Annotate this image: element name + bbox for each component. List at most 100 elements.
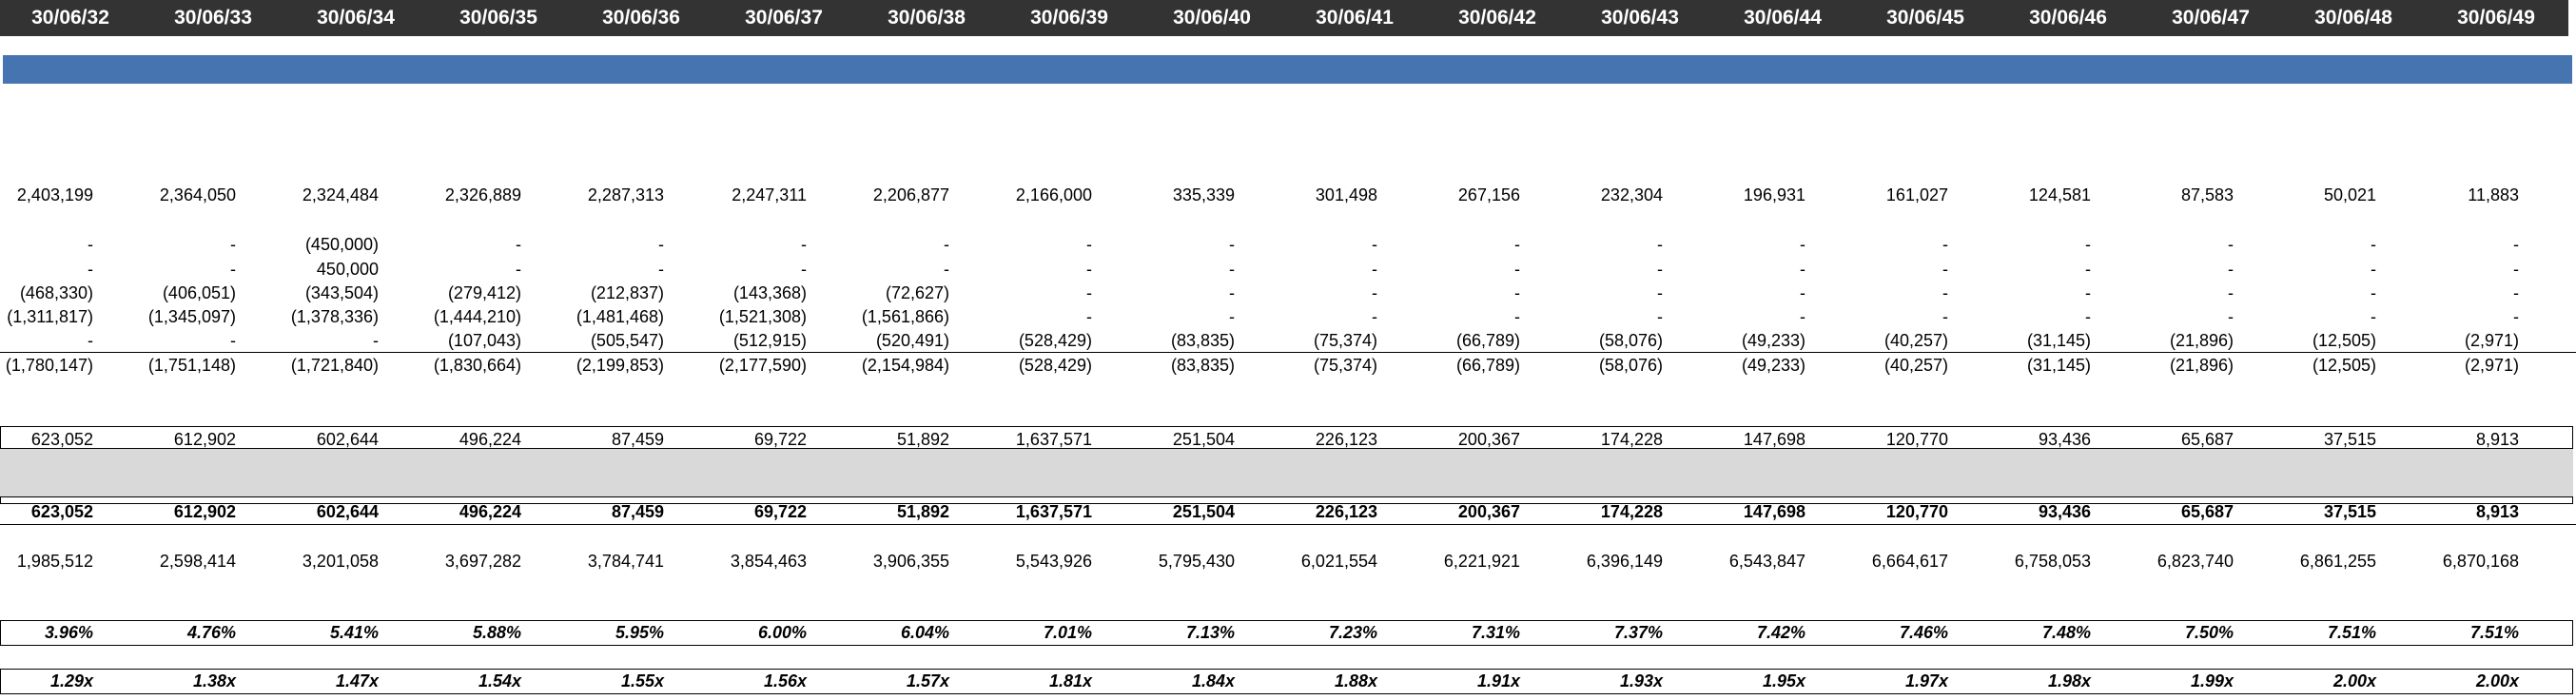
date-header-cell[interactable]: 30/06/49 bbox=[2457, 7, 2535, 29]
cell-subtotal[interactable]: 120,770 bbox=[1885, 430, 1948, 449]
cell-cumulative[interactable]: 6,870,168 bbox=[2442, 552, 2519, 571]
cell-percent[interactable]: 7.48% bbox=[2041, 623, 2091, 642]
cell-adjust-5[interactable]: (75,374) bbox=[1313, 331, 1377, 350]
cell-cumulative[interactable]: 5,543,926 bbox=[1015, 552, 1092, 571]
cell-adjust-3[interactable]: (212,837) bbox=[590, 283, 664, 302]
cell-adjust-1[interactable]: - bbox=[1514, 235, 1520, 254]
cell-cumulative[interactable]: 6,823,740 bbox=[2156, 552, 2234, 571]
cell-adjust-total[interactable]: (2,199,853) bbox=[576, 356, 664, 375]
cell-adjust-1[interactable]: (450,000) bbox=[304, 235, 379, 254]
cell-multiple[interactable]: 1.88x bbox=[1334, 671, 1377, 690]
cell-multiple[interactable]: 1.98x bbox=[2047, 671, 2091, 690]
cell-adjust-3[interactable]: - bbox=[1086, 283, 1092, 302]
cell-adjust-3[interactable]: - bbox=[1942, 283, 1948, 302]
cell-opening-balance[interactable]: 2,364,050 bbox=[159, 185, 236, 204]
cell-adjust-1[interactable]: - bbox=[230, 235, 236, 254]
cell-multiple[interactable]: 1.54x bbox=[478, 671, 521, 690]
cell-percent[interactable]: 5.41% bbox=[329, 623, 379, 642]
cell-opening-balance[interactable]: 232,304 bbox=[1600, 185, 1663, 204]
date-header-cell[interactable]: 30/06/34 bbox=[317, 7, 395, 29]
cell-subtotal[interactable]: 51,892 bbox=[896, 430, 949, 449]
cell-adjust-total[interactable]: (1,751,148) bbox=[147, 356, 236, 375]
cell-adjust-1[interactable]: - bbox=[2228, 235, 2234, 254]
cell-adjust-5[interactable]: (520,491) bbox=[875, 331, 949, 350]
cell-adjust-2[interactable]: - bbox=[658, 260, 664, 279]
cell-adjust-3[interactable]: - bbox=[2228, 283, 2234, 302]
cell-adjust-2[interactable]: - bbox=[1657, 260, 1663, 279]
cell-total[interactable]: 8,913 bbox=[2475, 502, 2519, 521]
cell-total[interactable]: 65,687 bbox=[2180, 502, 2234, 521]
cell-adjust-4[interactable]: - bbox=[1800, 307, 1805, 326]
cell-adjust-3[interactable]: (343,504) bbox=[304, 283, 379, 302]
cell-percent[interactable]: 7.37% bbox=[1613, 623, 1663, 642]
cell-opening-balance[interactable]: 2,287,313 bbox=[587, 185, 664, 204]
cell-adjust-2[interactable]: - bbox=[1372, 260, 1377, 279]
cell-opening-balance[interactable]: 161,027 bbox=[1885, 185, 1948, 204]
cell-percent[interactable]: 7.46% bbox=[1899, 623, 1948, 642]
cell-total[interactable]: 120,770 bbox=[1885, 502, 1948, 521]
cell-percent[interactable]: 7.50% bbox=[2184, 623, 2234, 642]
cell-opening-balance[interactable]: 2,326,889 bbox=[444, 185, 521, 204]
cell-adjust-total[interactable]: (2,177,590) bbox=[718, 356, 807, 375]
cell-adjust-4[interactable]: - bbox=[2228, 307, 2234, 326]
cell-adjust-4[interactable]: - bbox=[2513, 307, 2519, 326]
cell-subtotal[interactable]: 623,052 bbox=[30, 430, 93, 449]
date-header-cell[interactable]: 30/06/44 bbox=[1744, 7, 1822, 29]
cell-opening-balance[interactable]: 301,498 bbox=[1315, 185, 1377, 204]
cell-adjust-total[interactable]: (66,789) bbox=[1455, 356, 1520, 375]
cell-adjust-5[interactable]: - bbox=[373, 331, 379, 350]
cell-percent[interactable]: 7.51% bbox=[2327, 623, 2376, 642]
cell-adjust-4[interactable]: (1,481,468) bbox=[576, 307, 664, 326]
cell-adjust-2[interactable]: - bbox=[2228, 260, 2234, 279]
cell-adjust-1[interactable]: - bbox=[1086, 235, 1092, 254]
cell-adjust-3[interactable]: - bbox=[1372, 283, 1377, 302]
cell-percent[interactable]: 5.88% bbox=[472, 623, 521, 642]
cell-cumulative[interactable]: 3,854,463 bbox=[730, 552, 807, 571]
cell-subtotal[interactable]: 8,913 bbox=[2475, 430, 2519, 449]
cell-adjust-2[interactable]: - bbox=[944, 260, 949, 279]
cell-multiple[interactable]: 1.95x bbox=[1762, 671, 1805, 690]
cell-opening-balance[interactable]: 196,931 bbox=[1743, 185, 1805, 204]
cell-adjust-total[interactable]: (12,505) bbox=[2312, 356, 2376, 375]
cell-adjust-total[interactable]: (40,257) bbox=[1883, 356, 1948, 375]
date-header-cell[interactable]: 30/06/40 bbox=[1173, 7, 1251, 29]
date-header-cell[interactable]: 30/06/46 bbox=[2029, 7, 2107, 29]
cell-subtotal[interactable]: 65,687 bbox=[2180, 430, 2234, 449]
cell-total[interactable]: 623,052 bbox=[30, 502, 93, 521]
cell-percent[interactable]: 7.51% bbox=[2469, 623, 2519, 642]
cell-opening-balance[interactable]: 11,883 bbox=[2468, 185, 2519, 204]
cell-cumulative[interactable]: 3,906,355 bbox=[872, 552, 949, 571]
cell-adjust-2[interactable]: 450,000 bbox=[316, 260, 379, 279]
cell-subtotal[interactable]: 602,644 bbox=[316, 430, 379, 449]
cell-adjust-2[interactable]: - bbox=[1514, 260, 1520, 279]
cell-adjust-1[interactable]: - bbox=[2371, 235, 2376, 254]
cell-adjust-5[interactable]: - bbox=[88, 331, 93, 350]
cell-total[interactable]: 51,892 bbox=[896, 502, 949, 521]
cell-adjust-5[interactable]: (58,076) bbox=[1598, 331, 1663, 350]
cell-total[interactable]: 612,902 bbox=[173, 502, 236, 521]
cell-subtotal[interactable]: 87,459 bbox=[611, 430, 664, 449]
date-header-cell[interactable]: 30/06/48 bbox=[2314, 7, 2392, 29]
cell-percent[interactable]: 6.00% bbox=[757, 623, 807, 642]
date-header-cell[interactable]: 30/06/39 bbox=[1030, 7, 1108, 29]
cell-adjust-4[interactable]: (1,561,866) bbox=[861, 307, 949, 326]
cell-subtotal[interactable]: 174,228 bbox=[1600, 430, 1663, 449]
cell-subtotal[interactable]: 251,504 bbox=[1172, 430, 1235, 449]
cell-adjust-total[interactable]: (58,076) bbox=[1598, 356, 1663, 375]
cell-adjust-4[interactable]: (1,444,210) bbox=[433, 307, 521, 326]
cell-adjust-3[interactable]: (279,412) bbox=[447, 283, 521, 302]
cell-adjust-5[interactable]: (528,429) bbox=[1018, 331, 1092, 350]
cell-total[interactable]: 200,367 bbox=[1457, 502, 1520, 521]
cell-adjust-4[interactable]: - bbox=[1372, 307, 1377, 326]
cell-opening-balance[interactable]: 335,339 bbox=[1172, 185, 1235, 204]
cell-multiple[interactable]: 1.93x bbox=[1619, 671, 1663, 690]
cell-cumulative[interactable]: 3,784,741 bbox=[587, 552, 664, 571]
cell-adjust-1[interactable]: - bbox=[1942, 235, 1948, 254]
cell-multiple[interactable]: 1.47x bbox=[335, 671, 379, 690]
cell-adjust-1[interactable]: - bbox=[1657, 235, 1663, 254]
cell-total[interactable]: 93,436 bbox=[2038, 502, 2091, 521]
date-header-cell[interactable]: 30/06/38 bbox=[888, 7, 966, 29]
cell-cumulative[interactable]: 6,396,149 bbox=[1586, 552, 1663, 571]
date-header-cell[interactable]: 30/06/33 bbox=[174, 7, 252, 29]
cell-adjust-1[interactable]: - bbox=[2085, 235, 2091, 254]
